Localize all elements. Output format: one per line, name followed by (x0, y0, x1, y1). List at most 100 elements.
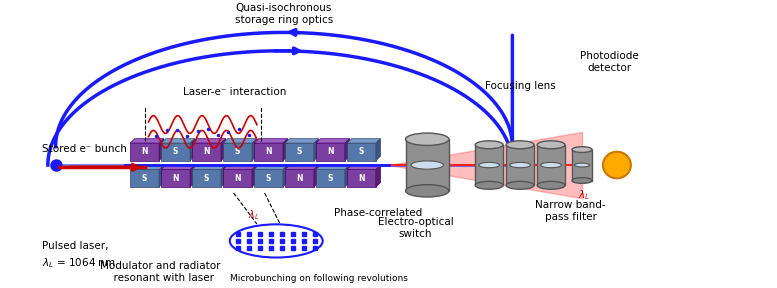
Text: Phase-correlated: Phase-correlated (334, 208, 423, 218)
Text: $\lambda_L$: $\lambda_L$ (248, 208, 260, 222)
Polygon shape (130, 165, 164, 169)
Polygon shape (347, 169, 376, 187)
Polygon shape (192, 165, 225, 169)
Polygon shape (159, 165, 164, 187)
Polygon shape (190, 165, 195, 187)
Text: N: N (358, 174, 364, 183)
Ellipse shape (510, 162, 531, 168)
Polygon shape (254, 143, 283, 161)
Text: $\lambda_L$ = 1064 nm: $\lambda_L$ = 1064 nm (42, 257, 116, 270)
Polygon shape (254, 165, 287, 169)
Text: Focusing lens: Focusing lens (485, 82, 556, 91)
Polygon shape (537, 145, 565, 185)
Text: Electro-optical
switch: Electro-optical switch (378, 217, 454, 239)
Polygon shape (283, 165, 287, 187)
Text: N: N (172, 174, 179, 183)
Ellipse shape (506, 141, 534, 149)
Ellipse shape (541, 162, 562, 168)
Polygon shape (130, 143, 159, 161)
Polygon shape (376, 139, 381, 161)
Polygon shape (161, 169, 190, 187)
Ellipse shape (572, 147, 592, 152)
Ellipse shape (406, 185, 449, 197)
Text: Pulsed laser,: Pulsed laser, (42, 241, 108, 251)
Text: S: S (235, 147, 240, 156)
Polygon shape (161, 165, 195, 169)
Polygon shape (252, 139, 256, 161)
Ellipse shape (572, 178, 592, 183)
Text: S: S (297, 147, 302, 156)
Polygon shape (347, 165, 381, 169)
Circle shape (603, 152, 631, 178)
Text: S: S (173, 147, 178, 156)
Polygon shape (190, 139, 195, 161)
Polygon shape (572, 149, 592, 181)
Ellipse shape (230, 224, 322, 257)
Ellipse shape (406, 133, 449, 145)
Polygon shape (345, 139, 350, 161)
Polygon shape (223, 139, 256, 143)
Polygon shape (192, 169, 221, 187)
Ellipse shape (574, 163, 590, 167)
Text: N: N (235, 174, 241, 183)
Text: S: S (142, 174, 148, 183)
Polygon shape (285, 169, 314, 187)
Polygon shape (161, 139, 195, 143)
Polygon shape (314, 165, 319, 187)
Polygon shape (254, 169, 283, 187)
Polygon shape (476, 145, 503, 185)
Polygon shape (285, 165, 319, 169)
Polygon shape (223, 169, 252, 187)
Polygon shape (345, 165, 350, 187)
Polygon shape (316, 169, 345, 187)
Text: N: N (141, 147, 148, 156)
Polygon shape (283, 139, 287, 161)
Text: Narrow band-
pass filter: Narrow band- pass filter (535, 200, 606, 222)
Ellipse shape (537, 141, 565, 149)
Ellipse shape (476, 181, 503, 189)
Polygon shape (192, 143, 221, 161)
Polygon shape (159, 139, 164, 161)
Polygon shape (316, 143, 345, 161)
Text: N: N (204, 147, 210, 156)
Polygon shape (285, 139, 319, 143)
Text: N: N (296, 174, 303, 183)
Polygon shape (285, 143, 314, 161)
Polygon shape (221, 165, 225, 187)
Polygon shape (506, 145, 534, 185)
Polygon shape (406, 139, 449, 191)
Polygon shape (161, 143, 190, 161)
Polygon shape (347, 139, 381, 143)
Text: Modulator and radiator
  resonant with laser: Modulator and radiator resonant with las… (100, 261, 221, 283)
Text: S: S (328, 174, 333, 183)
Polygon shape (314, 139, 319, 161)
Polygon shape (223, 165, 256, 169)
Text: Laser-e⁻ interaction: Laser-e⁻ interaction (183, 86, 287, 96)
Text: Stored e⁻ bunch: Stored e⁻ bunch (42, 144, 127, 154)
Text: S: S (204, 174, 209, 183)
Ellipse shape (476, 141, 503, 149)
Polygon shape (376, 165, 381, 187)
Polygon shape (130, 139, 164, 143)
Polygon shape (221, 139, 225, 161)
Polygon shape (223, 143, 252, 161)
Ellipse shape (479, 162, 500, 168)
Text: N: N (327, 147, 333, 156)
Text: Quasi-isochronous
storage ring optics: Quasi-isochronous storage ring optics (235, 3, 333, 25)
Text: Photodiode
detector: Photodiode detector (580, 51, 639, 73)
Polygon shape (316, 165, 350, 169)
Text: $\lambda_L$: $\lambda_L$ (578, 188, 591, 202)
Text: N: N (265, 147, 272, 156)
Ellipse shape (506, 181, 534, 189)
Ellipse shape (411, 161, 444, 169)
Text: S: S (266, 174, 271, 183)
Text: Microbunching on following revolutions: Microbunching on following revolutions (230, 274, 408, 283)
Ellipse shape (537, 181, 565, 189)
Polygon shape (347, 143, 376, 161)
Polygon shape (316, 139, 350, 143)
Polygon shape (252, 165, 256, 187)
Polygon shape (254, 139, 287, 143)
Polygon shape (130, 169, 159, 187)
Text: S: S (359, 147, 364, 156)
Polygon shape (192, 139, 225, 143)
